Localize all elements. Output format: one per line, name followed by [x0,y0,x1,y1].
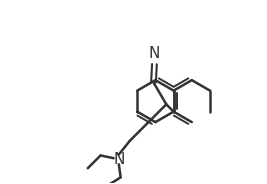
Text: N: N [113,152,124,167]
Text: N: N [149,46,160,61]
